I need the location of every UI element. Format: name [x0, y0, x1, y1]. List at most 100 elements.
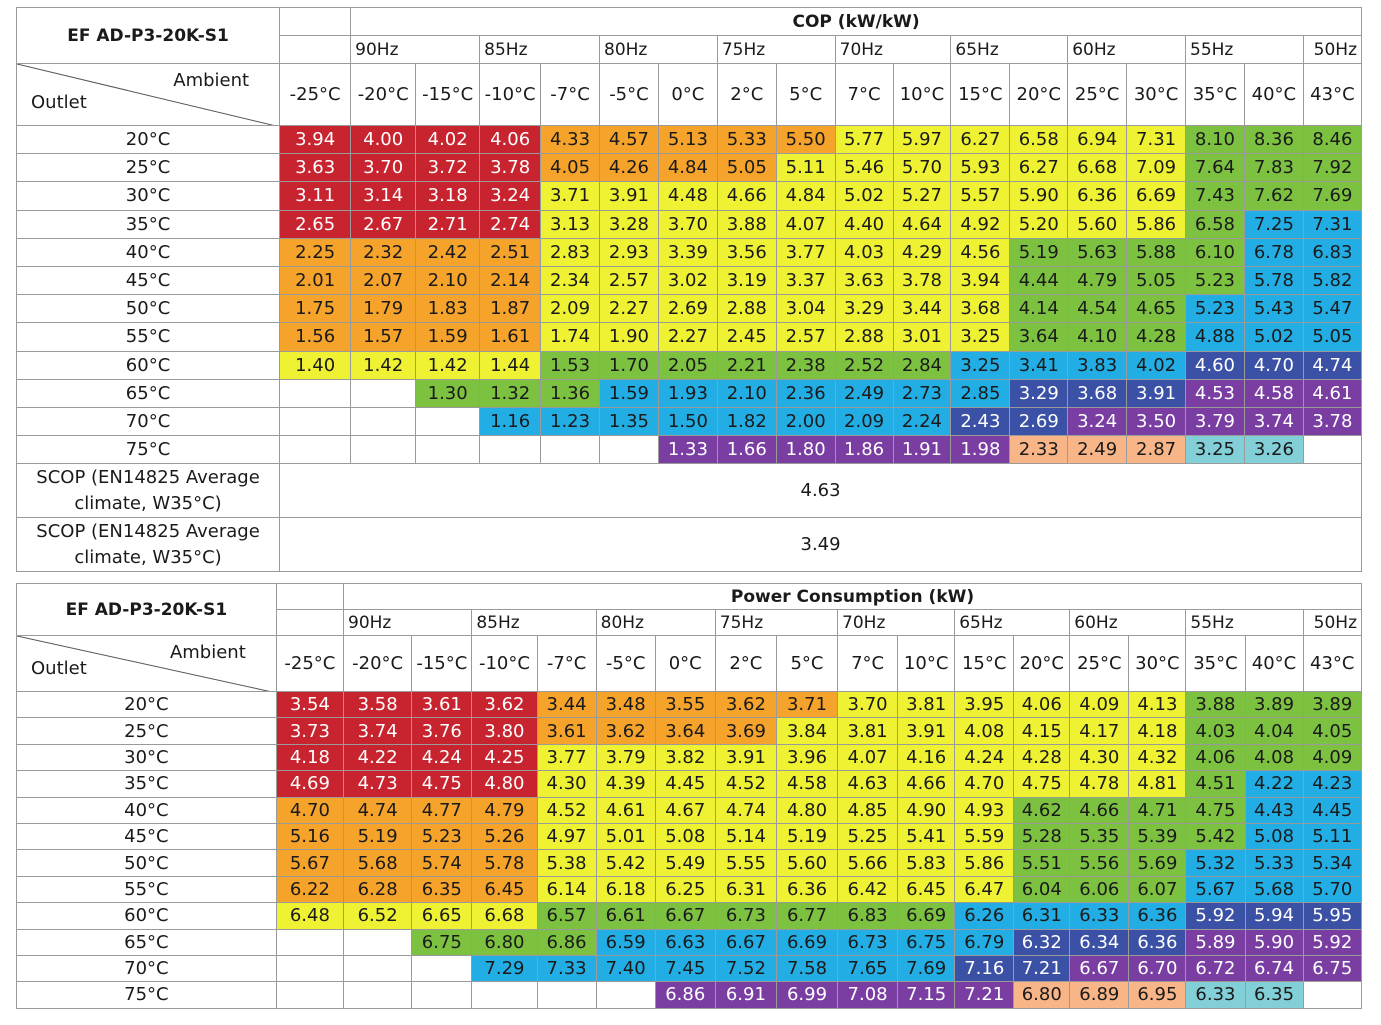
value-cell: 5.92 — [1185, 902, 1246, 930]
value-cell: 2.83 — [540, 237, 600, 267]
value-cell: 4.44 — [1009, 265, 1069, 296]
value-cell: 5.14 — [714, 822, 777, 851]
value-cell: 6.45 — [897, 875, 956, 904]
value-cell: 3.64 — [1009, 322, 1069, 352]
value-cell: 6.27 — [1009, 153, 1069, 183]
scop-value: 3.49 — [279, 517, 1362, 573]
ambient-temp: 10°C — [892, 63, 952, 126]
value-cell: 6.61 — [595, 902, 656, 930]
ambient-temp: 10°C — [897, 635, 956, 692]
value-cell: 1.42 — [350, 350, 417, 380]
value-cell: 2.71 — [415, 209, 481, 239]
ambient-temp: 15°C — [950, 63, 1011, 126]
value-cell: 1.82 — [716, 406, 777, 437]
value-cell: 6.72 — [1185, 954, 1246, 983]
value-cell: 4.02 — [415, 124, 481, 155]
value-cell: 5.23 — [411, 822, 473, 851]
ambient-temp: -5°C — [595, 635, 656, 692]
value-cell: 4.70 — [1243, 350, 1304, 380]
value-cell — [536, 981, 597, 1009]
scop-row: SCOP (EN14825 Average climate, W35°C) 3.4… — [15, 517, 1362, 573]
value-cell: 6.52 — [343, 902, 413, 930]
value-cell: 1.70 — [599, 350, 659, 380]
outlet-temp: 30°C — [16, 743, 277, 772]
value-cell: 6.83 — [837, 902, 899, 930]
value-cell: 3.89 — [1302, 690, 1363, 719]
value-cell: 3.63 — [279, 153, 352, 183]
value-cell: 3.71 — [540, 181, 600, 211]
value-cell: 5.97 — [892, 124, 952, 155]
value-cell: 7.09 — [1126, 153, 1187, 183]
scop-label: SCOP (EN14825 Average climate, W35°C) — [15, 517, 281, 573]
value-cell: 5.92 — [1302, 928, 1363, 956]
value-cell: 4.04 — [1244, 717, 1304, 745]
value-cell: 4.15 — [1013, 717, 1071, 745]
table-row: 50°C 5.67 5.68 5.74 5.78 5.38 5.42 5.49 5.55 5.60… — [16, 849, 1363, 877]
value-cell: 5.86 — [1126, 209, 1187, 239]
table-row: 20°C 3.94 4.00 4.02 4.06 4.33 4.57 5.13 5.33 5.50… — [15, 124, 1363, 155]
value-cell: 3.14 — [350, 181, 417, 211]
value-cell: 5.74 — [411, 849, 473, 877]
value-cell — [343, 954, 413, 983]
value-cell: 6.65 — [411, 902, 473, 930]
title-row: EF AD-P3-20K-S1 COP (kW/kW) — [15, 7, 1362, 64]
frequency-row: 90Hz 85Hz 80Hz 75Hz 70Hz 65Hz 60Hz 55Hz 50Hz — [17, 35, 1363, 64]
frequency-label: 80Hz — [595, 609, 656, 636]
table-row: 40°C 2.25 2.32 2.42 2.51 2.83 2.93 3.39 3.56 3.77… — [15, 237, 1363, 267]
value-cell: 2.05 — [657, 350, 718, 380]
ambient-temp: 35°C — [1185, 635, 1246, 692]
value-cell: 6.99 — [775, 981, 839, 1009]
value-cell: 6.94 — [1067, 124, 1128, 155]
frequency-label: 70Hz — [837, 609, 898, 636]
value-cell: 4.03 — [834, 237, 894, 267]
value-cell: 3.28 — [599, 209, 659, 239]
value-cell: 5.60 — [775, 849, 839, 877]
value-cell: 5.08 — [654, 822, 716, 851]
header-blank — [776, 35, 836, 64]
value-cell: 3.74 — [1243, 406, 1304, 437]
value-cell: 4.40 — [834, 209, 894, 239]
value-cell: 3.26 — [1243, 435, 1304, 465]
value-cell: 2.67 — [350, 209, 417, 239]
value-cell: 4.62 — [1013, 796, 1071, 824]
value-cell: 5.59 — [954, 822, 1015, 851]
value-cell: 1.50 — [657, 406, 718, 437]
value-cell: 3.02 — [657, 265, 718, 296]
value-cell: 5.38 — [536, 849, 597, 877]
value-cell: 1.80 — [775, 435, 836, 465]
value-cell: 7.08 — [837, 981, 899, 1009]
table-row: 70°C 1.16 1.23 1.35 1.50 1.82 2.00 2.09 2.24 2.43… — [15, 406, 1363, 437]
value-cell: 2.45 — [716, 322, 777, 352]
value-cell: 2.85 — [950, 378, 1011, 408]
value-cell — [275, 928, 345, 956]
value-cell: 3.79 — [595, 743, 656, 772]
value-cell: 6.86 — [654, 981, 716, 1009]
value-cell: 4.06 — [479, 124, 542, 155]
value-cell: 7.64 — [1185, 153, 1245, 183]
value-cell: 5.08 — [1244, 822, 1304, 851]
value-cell: 4.79 — [471, 796, 538, 824]
value-cell: 3.81 — [837, 717, 899, 745]
value-cell: 3.18 — [415, 181, 481, 211]
value-cell: 7.31 — [1302, 209, 1363, 239]
value-cell: 4.70 — [275, 796, 345, 824]
value-cell: 3.88 — [1185, 690, 1246, 719]
value-cell: 1.90 — [599, 322, 659, 352]
value-cell: 4.84 — [657, 153, 718, 183]
value-cell: 4.23 — [1302, 770, 1363, 798]
value-cell: 4.75 — [1013, 770, 1071, 798]
outlet-temp: 65°C — [15, 378, 281, 408]
table-row: 70°C 7.29 7.33 7.40 7.45 7.52 7.58 7.65 7.69 7.16… — [16, 954, 1363, 983]
value-cell: 1.83 — [415, 294, 481, 324]
value-cell: 6.27 — [950, 124, 1011, 155]
value-cell: 2.36 — [775, 378, 836, 408]
value-cell: 3.94 — [279, 124, 352, 155]
value-cell: 6.75 — [411, 928, 473, 956]
frequency-label: 70Hz — [834, 35, 894, 64]
corner-header: Ambient Outlet — [15, 63, 281, 126]
value-cell: 3.50 — [1126, 406, 1187, 437]
table-row: 35°C 2.65 2.67 2.71 2.74 3.13 3.28 3.70 3.88 4.07… — [15, 209, 1363, 239]
ambient-temp: -5°C — [599, 63, 659, 126]
value-cell: 6.68 — [1067, 153, 1128, 183]
value-cell: 4.26 — [599, 153, 659, 183]
